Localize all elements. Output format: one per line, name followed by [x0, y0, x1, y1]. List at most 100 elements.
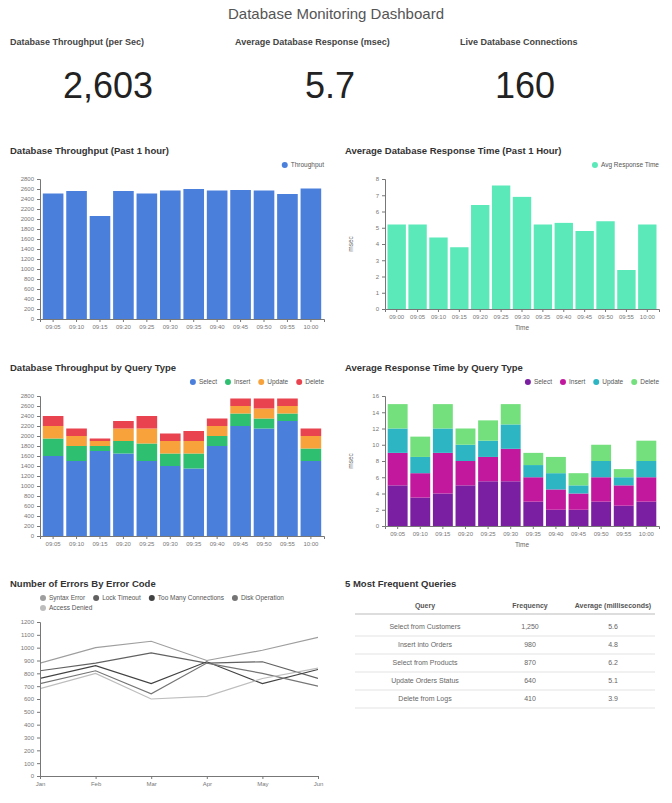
kpi-label: Live Database Connections: [460, 37, 578, 47]
y-tick: 2800: [21, 176, 40, 182]
x-tick: 09:20: [473, 309, 489, 320]
y-tick-label: 1000: [21, 483, 35, 489]
chart-panel: Database Throughput by Query TypeSelectI…: [10, 362, 325, 547]
bar-segment: [501, 449, 521, 482]
bar-segment: [478, 481, 498, 526]
bar-segment: [160, 466, 181, 536]
bar: [638, 225, 656, 310]
x-tick-mark: [510, 526, 511, 529]
y-axis: 0246810121416: [372, 393, 385, 529]
y-tick: 900: [24, 658, 40, 664]
y-tick-mark: [37, 406, 40, 407]
y-axis: 0200400600800100012001400160018002000220…: [21, 393, 41, 539]
x-tick-mark: [40, 776, 41, 779]
x-tick-label: 09:50: [594, 531, 610, 537]
y-tick-mark: [382, 309, 385, 310]
legend-item: Lock Timeout: [93, 594, 141, 601]
y-tick-label: 2800: [21, 176, 35, 182]
bar-segment: [90, 441, 111, 446]
x-tick-label: 09:55: [619, 314, 635, 320]
x-tick-mark: [480, 309, 481, 312]
x-tick-label: 10:00: [303, 541, 319, 547]
bar-segment: [207, 436, 228, 446]
x-tick-label: 09:20: [473, 314, 489, 320]
bar: [207, 191, 228, 320]
y-tick: 2400: [21, 196, 40, 202]
bar-segment: [614, 506, 634, 526]
legend-swatch: [525, 379, 531, 385]
x-tick: 09:25: [139, 319, 155, 330]
y-tick: 400: [24, 296, 40, 302]
y-tick-label: 1000: [21, 266, 35, 272]
bar-segment: [277, 399, 298, 407]
x-tick: 09:25: [139, 536, 155, 547]
legend-item: Disk Operation: [232, 594, 284, 602]
x-tick-label: Mar: [147, 781, 157, 787]
x-tick: 09:45: [577, 309, 593, 320]
line: [40, 653, 318, 679]
x-tick: 09:20: [116, 319, 132, 330]
plot: 0100200300400500600700800900100011001200…: [21, 619, 324, 787]
x-tick-label: 09:40: [556, 314, 572, 320]
bar-segment: [614, 477, 634, 485]
bar-segment: [230, 426, 251, 536]
x-tick-mark: [584, 309, 585, 312]
y-tick-label: 4: [376, 491, 380, 497]
dashboard: Database Monitoring DashboardDatabase Th…: [0, 0, 672, 803]
y-tick: 300: [24, 735, 40, 741]
y-tick-label: 800: [24, 493, 35, 499]
y-tick: 4: [376, 491, 385, 497]
legend-swatch: [592, 162, 598, 168]
legend-swatch: [40, 595, 46, 601]
y-tick-label: 0: [31, 316, 35, 322]
x-tick-label: 09:35: [186, 541, 202, 547]
y-tick-label: 1200: [21, 256, 35, 262]
bar-segment: [569, 485, 589, 493]
bar-segment: [433, 453, 453, 494]
y-tick-label: 2: [376, 507, 380, 513]
x-tick-mark: [601, 526, 602, 529]
y-axis: 0100200300400500600700800900100011001200: [21, 619, 41, 779]
y-tick: 800: [24, 276, 40, 282]
y-tick: 1800: [21, 443, 40, 449]
x-tick: 09:50: [257, 536, 273, 547]
x-tick-label: Feb: [91, 781, 102, 787]
y-tick-mark: [37, 750, 40, 751]
x-tick: 09:10: [413, 526, 429, 537]
x-tick-label: 09:40: [210, 541, 226, 547]
legend-item: Delete: [631, 378, 659, 385]
x-tick-mark: [465, 526, 466, 529]
y-tick: 1100: [21, 632, 40, 638]
bar-segment: [523, 465, 543, 477]
legend-item: Too Many Connections: [149, 594, 225, 602]
x-axis: 09:0509:1009:1509:2009:2509:3009:3509:40…: [41, 319, 325, 330]
legend-label: Insert: [234, 378, 250, 385]
kpi-label: Average Database Response (msec): [235, 37, 390, 47]
bar-segment: [160, 454, 181, 467]
chart-panel: Number of Errors By Error CodeSyntax Err…: [10, 578, 323, 787]
y-tick: 500: [24, 709, 40, 715]
bar-segment: [591, 445, 611, 461]
bar: [254, 191, 275, 320]
y-axis-line: [37, 180, 41, 320]
kpi-value: 5.7: [305, 65, 355, 106]
y-tick-label: 6: [376, 209, 380, 215]
bar: [450, 247, 468, 309]
x-tick-mark: [396, 309, 397, 312]
y-tick-mark: [37, 776, 40, 777]
x-tick: 10:00: [640, 309, 656, 320]
bar-segment: [137, 444, 158, 462]
y-tick-label: 300: [24, 735, 35, 741]
y-tick: 1400: [21, 246, 40, 252]
y-tick-label: 2000: [21, 433, 35, 439]
y-tick: 200: [24, 748, 40, 754]
bar-segment: [66, 436, 87, 446]
x-tick-mark: [442, 526, 443, 529]
legend-swatch: [593, 379, 599, 385]
y-tick-mark: [382, 445, 385, 446]
legend-label: Select: [534, 378, 552, 385]
y-tick-label: 1400: [21, 246, 35, 252]
y-tick-label: 14: [372, 410, 379, 416]
x-tick-mark: [287, 319, 288, 322]
y-tick-label: 6: [376, 475, 380, 481]
